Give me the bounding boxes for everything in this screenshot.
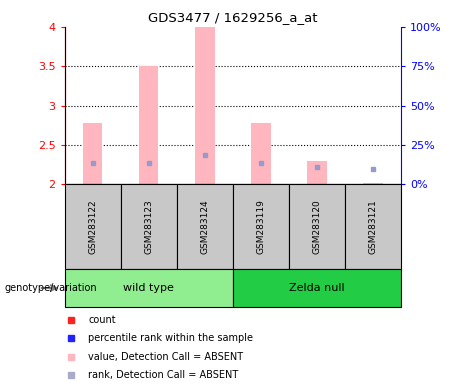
Text: value, Detection Call = ABSENT: value, Detection Call = ABSENT (88, 352, 243, 362)
Bar (345, 184, 401, 269)
Bar (177, 184, 233, 269)
Text: GSM283122: GSM283122 (88, 199, 97, 254)
Text: wild type: wild type (123, 283, 174, 293)
Bar (195, 27, 214, 184)
Bar (121, 184, 177, 269)
Text: GSM283124: GSM283124 (200, 199, 209, 254)
Bar (65, 269, 233, 307)
Text: percentile rank within the sample: percentile rank within the sample (88, 333, 253, 343)
Text: count: count (88, 315, 116, 325)
Bar (233, 269, 401, 307)
Bar (233, 184, 289, 269)
Bar (307, 161, 327, 184)
Bar (251, 123, 271, 184)
Bar (363, 183, 383, 184)
Title: GDS3477 / 1629256_a_at: GDS3477 / 1629256_a_at (148, 11, 318, 24)
Text: GSM283119: GSM283119 (256, 199, 266, 254)
Bar (139, 66, 159, 184)
Text: GSM283123: GSM283123 (144, 199, 153, 254)
Text: genotype/variation: genotype/variation (5, 283, 97, 293)
Text: Zelda null: Zelda null (289, 283, 345, 293)
Bar (289, 184, 345, 269)
Text: GSM283121: GSM283121 (368, 199, 378, 254)
Text: GSM283120: GSM283120 (313, 199, 321, 254)
Bar (65, 184, 121, 269)
Bar (83, 123, 102, 184)
Text: rank, Detection Call = ABSENT: rank, Detection Call = ABSENT (88, 370, 238, 380)
